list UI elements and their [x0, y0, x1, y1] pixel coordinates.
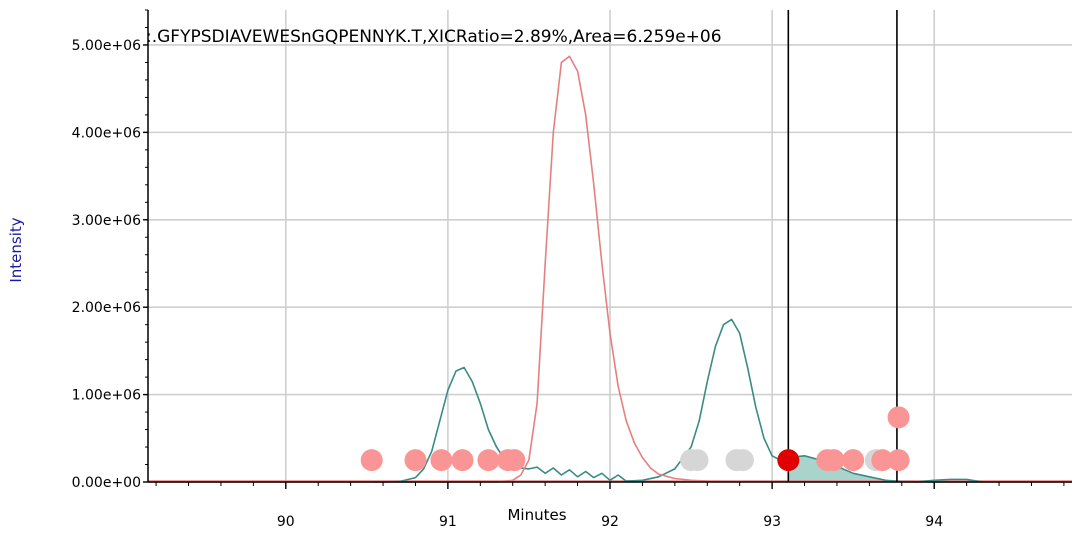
x-tick-label: 94 — [925, 514, 943, 530]
peak-marker — [451, 449, 474, 472]
y-tick-label: 0.00e+00 — [72, 475, 141, 491]
peak-marker — [404, 449, 427, 472]
peak-marker — [360, 449, 383, 472]
peak-marker — [871, 449, 894, 472]
y-tick-label: 3.00e+06 — [72, 213, 141, 229]
peak-marker — [777, 449, 800, 472]
x-tick-label: 92 — [601, 514, 619, 530]
x-tick-label: 93 — [763, 514, 781, 530]
x-tick-label: 90 — [277, 514, 295, 530]
y-tick-label: 2.00e+06 — [72, 300, 141, 316]
axis-layer: 0.00e+00 1.00e+06 2.00e+06 3.00e+06 4.00e+06… — [72, 9, 1072, 530]
chart-title: :.GFYPSDIAVEWESnGQPENNYK.T,XICRatio=2.89… — [146, 27, 722, 47]
peak-marker — [842, 449, 865, 472]
peak-marker — [887, 449, 910, 472]
x-tick-label: 91 — [439, 514, 457, 530]
peak-marker — [731, 449, 754, 472]
y-axis-title: Intensity — [7, 217, 25, 282]
peak-marker — [686, 449, 709, 472]
peak-marker — [430, 449, 453, 472]
y-tick-label: 1.00e+06 — [72, 388, 141, 404]
peak-marker — [477, 449, 500, 472]
y-tick-label: 5.00e+06 — [72, 38, 141, 54]
peak-marker — [887, 406, 910, 429]
boundary-layer — [787, 10, 898, 482]
peak-marker — [822, 449, 845, 472]
x-axis-title: Minutes — [507, 506, 566, 524]
peak-marker — [503, 449, 526, 472]
y-tick-label: 4.00e+06 — [72, 125, 141, 141]
grid-layer — [148, 10, 1072, 482]
marker-layer — [360, 406, 910, 472]
